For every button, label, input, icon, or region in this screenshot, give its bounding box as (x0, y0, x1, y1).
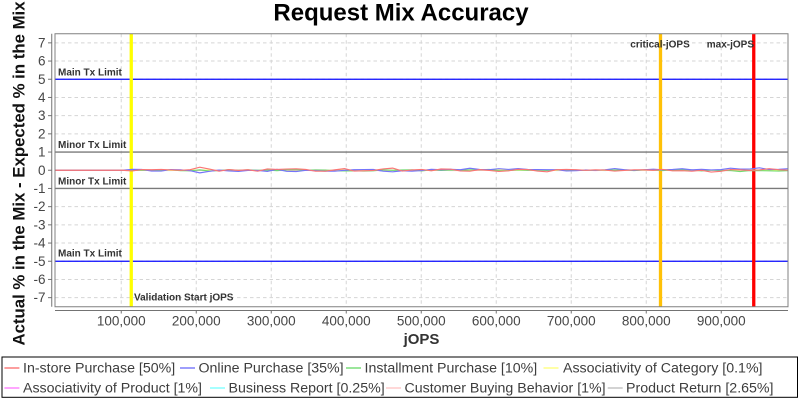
svg-text:critical-jOPS: critical-jOPS (630, 40, 690, 51)
svg-text:Actual % in the Mix - Expected: Actual % in the Mix - Expected % in the … (10, 1, 29, 346)
svg-text:jOPS: jOPS (403, 331, 440, 348)
svg-text:-7: -7 (33, 290, 45, 305)
svg-text:Main Tx Limit: Main Tx Limit (58, 68, 123, 79)
svg-text:-5: -5 (33, 254, 45, 269)
svg-text:Validation Start jOPS: Validation Start jOPS (134, 293, 234, 304)
svg-text:Installment Purchase [10%]: Installment Purchase [10%] (365, 361, 538, 377)
svg-text:-4: -4 (33, 236, 45, 251)
svg-text:200,000: 200,000 (172, 314, 221, 329)
svg-text:900,000: 900,000 (697, 314, 746, 329)
svg-text:400,000: 400,000 (322, 314, 371, 329)
svg-text:Associativity of Product [1%]: Associativity of Product [1%] (23, 381, 202, 397)
svg-text:4: 4 (38, 90, 46, 105)
svg-text:In-store Purchase [50%]: In-store Purchase [50%] (23, 361, 175, 377)
svg-text:-2: -2 (33, 199, 45, 214)
svg-text:Online Purchase [35%]: Online Purchase [35%] (199, 361, 344, 377)
svg-text:2: 2 (38, 126, 46, 141)
svg-text:800,000: 800,000 (622, 314, 671, 329)
svg-text:0: 0 (38, 163, 46, 178)
svg-text:500,000: 500,000 (397, 314, 446, 329)
svg-text:Associativity of Category [0.1: Associativity of Category [0.1%] (563, 361, 763, 377)
svg-text:Product Return [2.65%]: Product Return [2.65%] (626, 381, 773, 397)
svg-text:max-jOPS: max-jOPS (707, 40, 755, 51)
svg-text:700,000: 700,000 (547, 314, 596, 329)
svg-text:Request Mix Accuracy: Request Mix Accuracy (273, 0, 529, 27)
svg-text:6: 6 (38, 54, 46, 69)
svg-text:Customer Buying Behavior [1%]: Customer Buying Behavior [1%] (405, 381, 606, 397)
svg-text:Business Report [0.25%]: Business Report [0.25%] (229, 381, 385, 397)
svg-text:-1: -1 (33, 181, 45, 196)
svg-text:3: 3 (38, 108, 46, 123)
svg-text:100,000: 100,000 (97, 314, 146, 329)
svg-text:5: 5 (38, 72, 46, 87)
svg-text:Main Tx Limit: Main Tx Limit (58, 249, 123, 260)
svg-text:300,000: 300,000 (247, 314, 296, 329)
svg-text:-6: -6 (33, 272, 45, 287)
svg-text:7: 7 (38, 35, 46, 50)
svg-text:Minor Tx Limit: Minor Tx Limit (58, 177, 127, 188)
svg-text:1: 1 (38, 145, 46, 160)
svg-text:-3: -3 (33, 217, 45, 232)
svg-text:Minor Tx Limit: Minor Tx Limit (58, 140, 127, 151)
svg-text:600,000: 600,000 (472, 314, 521, 329)
